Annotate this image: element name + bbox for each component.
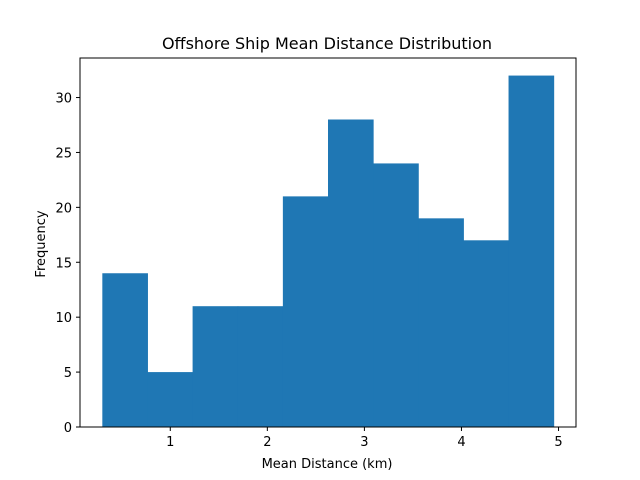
x-tick-label: 4 [457,435,465,450]
histogram-bar [463,240,510,427]
y-tick-label: 5 [64,366,72,381]
y-axis-label: Frequency [34,210,49,277]
histogram-bar [282,196,329,427]
y-tick-label: 15 [55,256,72,271]
x-tick-label: 1 [166,435,174,450]
x-axis-ticks: 1 2 3 4 5 [166,427,563,450]
y-tick-label: 10 [55,311,72,326]
x-axis-label: Mean Distance (km) [262,457,393,472]
histogram-bar [192,306,239,427]
histogram-bar [147,372,194,427]
bars-group [102,75,555,428]
histogram-bar [418,218,464,427]
y-tick-label: 30 [55,92,72,107]
y-tick-label: 20 [55,201,72,216]
x-tick-label: 2 [263,435,271,450]
x-tick-label: 3 [360,435,368,450]
histogram-bar [237,306,284,427]
plot-frame [79,57,577,428]
histogram-bar [373,163,419,427]
x-tick-label: 5 [554,435,562,450]
histogram-bar [102,273,148,427]
y-tick-label: 0 [64,421,72,436]
histogram-bar [328,119,374,427]
y-axis-ticks: 0 5 10 15 20 25 30 [55,92,80,436]
histogram-bar [508,75,555,428]
y-tick-label: 25 [55,146,72,161]
chart-title: Offshore Ship Mean Distance Distribution [162,34,492,53]
